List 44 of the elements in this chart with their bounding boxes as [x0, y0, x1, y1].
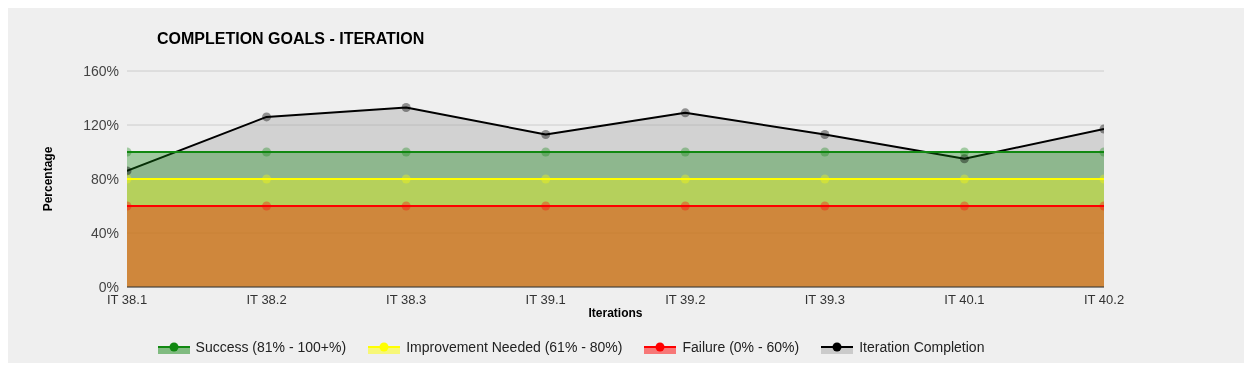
point [820, 147, 830, 157]
point [820, 174, 830, 184]
y-tick-label: 160% [83, 62, 119, 79]
point [541, 174, 551, 184]
y-axis-title: Percentage [41, 146, 56, 212]
point [541, 129, 551, 139]
point [959, 147, 969, 157]
x-tick-label: IT 39.1 [525, 292, 566, 308]
point [680, 201, 690, 211]
legend-label: Failure (0% - 60%) [681, 339, 800, 355]
point [680, 147, 690, 157]
x-tick-label: IT 38.2 [246, 292, 287, 308]
point [262, 174, 272, 184]
point [262, 201, 272, 211]
point [959, 174, 969, 184]
y-tick-label: 120% [83, 116, 119, 133]
point [680, 174, 690, 184]
point [262, 147, 272, 157]
y-tick-label: 40% [90, 224, 119, 241]
legend-label: Iteration Completion [858, 339, 985, 355]
point [959, 201, 969, 211]
x-tick-label: IT 39.2 [665, 292, 706, 308]
y-tick-label: 0% [98, 278, 119, 295]
chart-title: COMPLETION GOALS - ITERATION [157, 30, 425, 48]
x-tick-label: IT 40.1 [944, 292, 985, 308]
x-tick-label: IT 39.3 [804, 292, 845, 308]
x-tick-label: IT 40.2 [1083, 292, 1125, 308]
point [541, 147, 551, 157]
point [262, 112, 272, 122]
point [820, 201, 830, 211]
legend-label: Success (81% - 100+%) [194, 339, 347, 355]
point [959, 154, 969, 164]
point [820, 129, 830, 139]
point [541, 201, 551, 211]
point [401, 102, 411, 112]
point [401, 201, 411, 211]
point [401, 174, 411, 184]
point [401, 147, 411, 157]
y-tick-label: 80% [90, 170, 119, 187]
point [680, 108, 690, 118]
x-axis-title: Iterations [588, 306, 643, 320]
x-tick-label: IT 38.1 [106, 292, 148, 308]
x-tick-label: IT 38.3 [386, 292, 427, 308]
legend-label: Improvement Needed (61% - 80%) [405, 339, 623, 355]
